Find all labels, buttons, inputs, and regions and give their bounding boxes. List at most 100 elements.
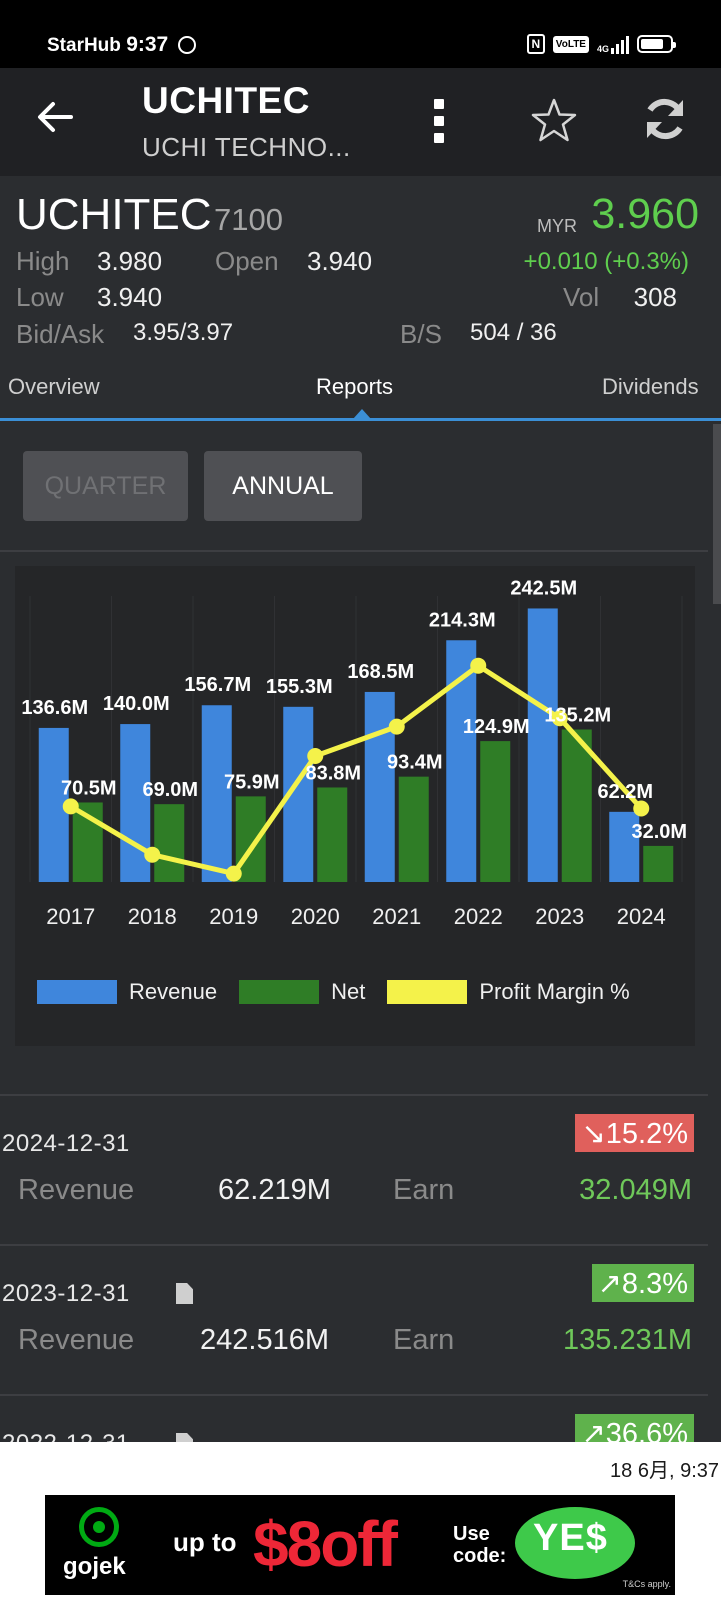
annual-button[interactable]: ANNUAL [204, 451, 362, 521]
change-badge: ↘15.2% [575, 1114, 694, 1152]
report-row[interactable]: 2024-12-31 ↘15.2% Revenue 62.219M Earn 3… [0, 1094, 708, 1244]
net-bar [398, 776, 429, 882]
quarter-button[interactable]: QUARTER [23, 451, 188, 521]
signal-group: 4G [597, 34, 629, 54]
revenue-value-label: 242.5M [510, 577, 577, 599]
divider [0, 550, 708, 552]
earn-value: 135.231M [563, 1324, 692, 1356]
chart-legend: Revenue Net Profit Margin % [37, 978, 652, 1006]
revenue-bar [527, 608, 558, 882]
tab-bar: Overview Reports Dividends [0, 360, 721, 422]
document-icon[interactable] [176, 1433, 193, 1442]
revenue-value: 242.516M [200, 1324, 329, 1356]
refresh-icon[interactable] [640, 94, 690, 144]
profit-margin-point [551, 710, 568, 727]
tab-dividends[interactable]: Dividends [602, 374, 699, 399]
ad-use-line1: Use [453, 1523, 490, 1545]
volte-icon: VoLTE [552, 35, 589, 53]
profit-margin-point [62, 798, 79, 815]
net-bar [561, 729, 592, 882]
back-arrow-icon[interactable] [33, 95, 77, 139]
price-change: +0.010 (+0.3%) [523, 248, 689, 275]
ad-banner[interactable]: gojek up to $8off Use code: YE$ T&Cs app… [45, 1495, 675, 1595]
document-icon[interactable] [176, 1283, 193, 1304]
open-value: 3.940 [307, 246, 373, 276]
divider [0, 1094, 708, 1096]
buy-sell-value: 504 / 36 [470, 319, 557, 346]
scrollbar[interactable] [713, 424, 721, 604]
x-tick-label: 2023 [535, 904, 584, 929]
currency-label: MYR [537, 216, 577, 236]
nfc-icon: N [526, 34, 545, 54]
change-badge: ↗36.6% [575, 1414, 694, 1442]
revenue-bar [609, 811, 640, 882]
profit-margin-line [69, 663, 644, 877]
net-value-label: 75.9M [224, 771, 280, 793]
legend-label-margin: Profit Margin % [479, 979, 630, 1004]
profit-margin-point [144, 846, 161, 863]
last-price: 3.960 [591, 190, 699, 238]
net-bar [643, 845, 674, 882]
favorite-star-icon[interactable] [530, 96, 578, 144]
revenue-bar [201, 705, 232, 882]
revenue-value-label: 168.5M [347, 661, 414, 683]
legend-swatch-margin [387, 980, 468, 1004]
volume-label: Vol [563, 282, 600, 312]
revenue-value-label: 156.7M [184, 674, 251, 696]
report-date: 2022-12-31 [2, 1430, 130, 1442]
battery-icon [637, 35, 676, 53]
net-value-label: 83.8M [305, 762, 361, 784]
ad-amount: $8off [253, 1508, 398, 1580]
ad-terms: T&Cs apply. [622, 1579, 671, 1589]
clock: 9:37 [126, 33, 169, 56]
app-bar: UCHITEC UCHI TECHNO... [0, 68, 721, 176]
ad-use-code: Use code: [453, 1523, 506, 1567]
status-left: StarHub 9:37 [47, 33, 196, 57]
profit-margin-point [225, 865, 242, 882]
network-type-label: 4G [596, 44, 609, 54]
net-bar [154, 804, 185, 882]
bid-ask-value: 3.95/3.97 [133, 319, 234, 346]
revenue-label: Revenue [18, 1324, 135, 1356]
carrier-label: StarHub [47, 35, 121, 56]
whatsapp-icon [177, 36, 196, 54]
revenue-label: Revenue [18, 1174, 135, 1206]
report-date: 2024-12-31 [2, 1130, 130, 1157]
volume-value: 308 [633, 282, 677, 312]
high-label: High [16, 246, 70, 276]
stock-code: 7100 [214, 202, 283, 237]
change-badge: ↗8.3% [591, 1264, 694, 1302]
revenue-value-label: 155.3M [266, 676, 333, 698]
x-tick-label: 2018 [128, 904, 177, 929]
report-date: 2023-12-31 [2, 1280, 130, 1307]
tab-underline [0, 418, 721, 421]
earn-label: Earn [393, 1174, 455, 1206]
more-menu-icon[interactable] [432, 99, 446, 143]
divider [0, 1244, 708, 1246]
profit-margin-point [633, 800, 650, 817]
gojek-logo-icon [79, 1507, 119, 1547]
low-label: Low [16, 282, 64, 312]
ad-use-line2: code: [453, 1545, 507, 1567]
profit-margin-point [307, 748, 324, 764]
net-bar [480, 741, 511, 882]
chart-canvas: 2017 2018 2019 2020 2021 2022 2023 2024 136.6M 70… [21, 577, 687, 929]
report-row[interactable]: 2022-12-31 ↗36.6% [0, 1394, 708, 1442]
buy-sell-label: B/S [400, 319, 442, 349]
net-value-label: 93.4M [387, 752, 443, 774]
tab-overview[interactable]: Overview [8, 374, 100, 399]
legend-swatch-revenue [37, 980, 117, 1004]
tab-reports[interactable]: Reports [316, 374, 394, 399]
legend-label-revenue: Revenue [129, 979, 218, 1004]
ad-speech-bubble [515, 1507, 635, 1579]
revenue-bar [364, 691, 395, 882]
net-value-label: 124.9M [463, 716, 530, 738]
stock-symbol: UCHITEC [16, 190, 212, 239]
status-bar: StarHub 9:37 N VoLTE 4G [0, 0, 721, 68]
x-tick-label: 2022 [454, 904, 503, 929]
open-label: Open [215, 246, 279, 276]
report-row[interactable]: 2023-12-31 ↗8.3% Revenue 242.516M Earn 1… [0, 1244, 708, 1394]
earn-label: Earn [393, 1324, 455, 1356]
earn-value: 32.049M [579, 1174, 692, 1206]
app-title: UCHITEC [142, 80, 310, 121]
